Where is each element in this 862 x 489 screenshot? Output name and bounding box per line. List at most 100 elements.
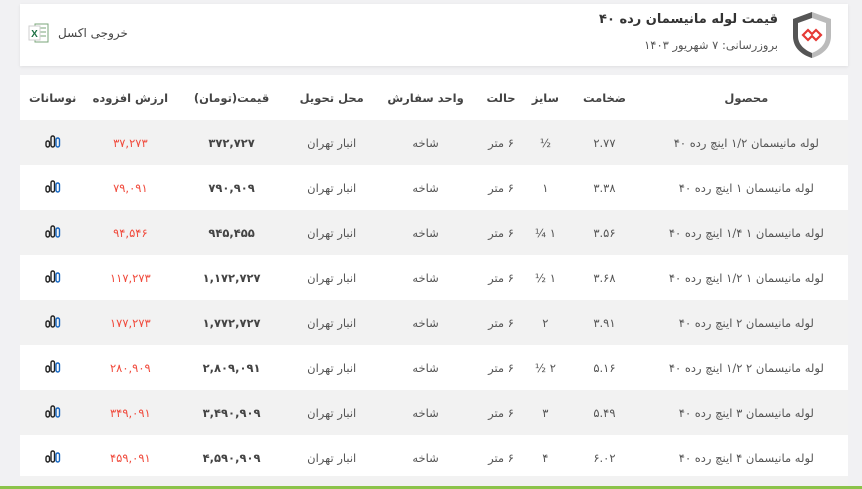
price-chart-button[interactable] [20, 435, 85, 480]
bar-chart-icon [45, 405, 60, 418]
bar-chart-icon [45, 450, 60, 463]
cell-unit: شاخه [375, 120, 476, 165]
cell-delivery: انبار تهران [307, 180, 357, 195]
page-title: قیمت لوله مانیسمان رده ۴۰ [599, 12, 778, 27]
price-chart-button[interactable] [20, 165, 85, 210]
column-header: سایز [531, 90, 559, 105]
column-header: نوسانات [29, 90, 77, 105]
bar-chart-icon [45, 270, 60, 283]
column-header: ضخامت [582, 90, 626, 105]
cell-price: ۱,۷۷۲,۷۲۷ [175, 300, 288, 345]
column-header: محصول [724, 90, 769, 105]
cell-state: ۶ متر [488, 360, 514, 375]
cell-size: ۳ [526, 390, 565, 435]
cell-unit: شاخه [412, 360, 439, 375]
cell-vat: ۱۱۷,۲۷۳ [110, 270, 151, 285]
cell-product: لوله مانیسمان ۳ اینچ رده ۴۰ [644, 390, 848, 435]
cell-product: لوله مانیسمان ۱ اینچ رده ۴۰ [678, 180, 814, 195]
cell-delivery: انبار تهران [307, 270, 357, 285]
excel-export-label: خروجی اکسل [58, 26, 128, 40]
column-header: حالت [486, 90, 516, 105]
cell-delivery: انبار تهران [307, 360, 357, 375]
cell-product: لوله مانیسمان ۴ اینچ رده ۴۰ [678, 450, 814, 465]
cell-vat: ۷۹,۰۹۱ [113, 180, 148, 195]
price-chart-button[interactable] [20, 255, 85, 300]
cell-state: ۶ متر [475, 120, 527, 165]
table-row: لوله مانیسمان ۱ ۱/۲ اینچ رده ۴۰ ۳.۶۸ ۱ ½ ۶ … [20, 255, 848, 300]
price-chart-button[interactable] [20, 390, 86, 435]
cell-product: لوله مانیسمان ۲ ۱/۲ اینچ رده ۴۰ [668, 360, 824, 375]
cell-state: ۶ متر [475, 390, 527, 435]
bar-chart-icon [45, 180, 60, 193]
price-chart-button[interactable] [20, 345, 85, 390]
cell-product: لوله مانیسمان ۱ ۱/۴ اینچ رده ۴۰ [644, 210, 848, 255]
table-footer [20, 476, 848, 486]
cell-unit: شاخه [412, 180, 439, 195]
column-header: واحد سفارش [387, 90, 464, 105]
table-row: لوله مانیسمان ۱/۲ اینچ رده ۴۰ ۲.۷۷ ½ ۶ متر ش… [20, 120, 848, 165]
last-updated: بروزرسانی: ۷ شهریور ۱۴۰۳ [644, 38, 778, 52]
cell-price: ۳۷۲,۷۲۷ [175, 120, 288, 165]
cell-size: ۴ [542, 450, 549, 465]
bar-chart-icon [45, 135, 60, 148]
bar-chart-icon [45, 360, 60, 373]
bar-chart-icon [45, 225, 60, 238]
cell-delivery: انبار تهران [287, 210, 376, 255]
cell-delivery: انبار تهران [287, 300, 376, 345]
table-row: لوله مانیسمان ۲ اینچ رده ۴۰ ۳.۹۱ ۲ ۶ متر شاخ… [20, 300, 848, 345]
page-header: قیمت لوله مانیسمان رده ۴۰ بروزرسانی: ۷ ش… [20, 4, 848, 66]
cell-size: ۱ ½ [534, 270, 556, 285]
cell-product: لوله مانیسمان ۱ ۱/۲ اینچ رده ۴۰ [668, 270, 824, 285]
svg-text:X: X [31, 29, 38, 40]
cell-vat: ۹۴,۵۴۶ [85, 210, 176, 255]
column-header: محل تحویل [299, 90, 364, 105]
price-chart-button[interactable] [20, 120, 86, 165]
price-chart-button[interactable] [20, 300, 86, 345]
table-row: لوله مانیسمان ۴ اینچ رده ۴۰ ۶.۰۲ ۴ ۶ متر شاخ… [20, 435, 848, 480]
cell-vat: ۴۵۹,۰۹۱ [110, 450, 151, 465]
cell-price: ۹۴۵,۴۵۵ [175, 210, 288, 255]
cell-thickness: ۳.۹۱ [564, 300, 645, 345]
cell-price: ۲,۸۰۹,۰۹۱ [202, 360, 261, 375]
cell-size: ۲ ½ [534, 360, 556, 375]
cell-unit: شاخه [375, 210, 476, 255]
cell-delivery: انبار تهران [307, 450, 357, 465]
excel-export-button[interactable]: X خروجی اکسل [28, 22, 128, 44]
cell-vat: ۲۸۰,۹۰۹ [110, 360, 151, 375]
cell-vat: ۱۷۷,۲۷۳ [85, 300, 176, 345]
column-header: قیمت(تومان) [193, 90, 270, 105]
cell-unit: شاخه [412, 450, 439, 465]
accent-bar [0, 486, 862, 489]
cell-state: ۶ متر [475, 300, 527, 345]
cell-price: ۴,۵۹۰,۹۰۹ [202, 450, 261, 465]
cell-state: ۶ متر [488, 270, 514, 285]
price-chart-button[interactable] [20, 210, 86, 255]
cell-thickness: ۳.۳۸ [593, 180, 616, 195]
cell-delivery: انبار تهران [287, 390, 376, 435]
cell-product: لوله مانیسمان ۱/۲ اینچ رده ۴۰ [644, 120, 848, 165]
cell-size: ۱ ¼ [526, 210, 565, 255]
table-header-row: محصول ضخامت سایز حالت واحد سفارش محل تحویل قیم… [20, 75, 848, 120]
cell-price: ۳,۴۹۰,۹۰۹ [175, 390, 288, 435]
cell-thickness: ۵.۴۹ [564, 390, 645, 435]
cell-thickness: ۳.۶۸ [593, 270, 616, 285]
bar-chart-icon [45, 315, 60, 328]
cell-product: لوله مانیسمان ۲ اینچ رده ۴۰ [644, 300, 848, 345]
cell-size: ۱ [542, 180, 549, 195]
cell-unit: شاخه [412, 270, 439, 285]
shield-link-icon [793, 12, 831, 58]
cell-vat: ۳۷,۲۷۳ [85, 120, 176, 165]
cell-size: ½ [526, 120, 565, 165]
cell-state: ۶ متر [488, 180, 514, 195]
cell-price: ۷۹۰,۹۰۹ [208, 180, 255, 195]
column-header: ارزش افزوده [92, 90, 169, 105]
cell-thickness: ۶.۰۲ [593, 450, 616, 465]
excel-icon: X [28, 23, 49, 43]
cell-thickness: ۳.۵۶ [564, 210, 645, 255]
cell-unit: شاخه [375, 390, 476, 435]
cell-size: ۲ [526, 300, 565, 345]
price-table: محصول ضخامت سایز حالت واحد سفارش محل تحویل قیم… [20, 75, 848, 480]
cell-unit: شاخه [375, 300, 476, 345]
cell-thickness: ۵.۱۶ [593, 360, 616, 375]
